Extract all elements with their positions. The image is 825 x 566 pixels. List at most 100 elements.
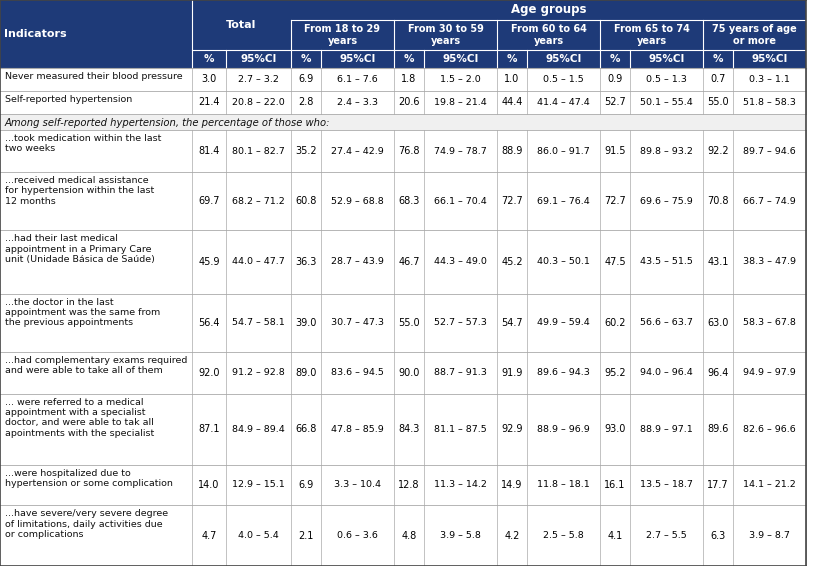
Text: 0.6 – 3.6: 0.6 – 3.6 <box>337 531 378 540</box>
Text: 21.4: 21.4 <box>198 97 219 107</box>
Text: 88.7 – 91.3: 88.7 – 91.3 <box>434 368 487 378</box>
Text: 44.3 – 49.0: 44.3 – 49.0 <box>434 258 487 267</box>
Bar <box>0 114 806 130</box>
Text: 43.5 – 51.5: 43.5 – 51.5 <box>640 258 693 267</box>
Text: 92.0: 92.0 <box>198 368 219 378</box>
Text: 46.7: 46.7 <box>398 257 420 267</box>
Text: 54.7: 54.7 <box>502 318 523 328</box>
Text: 54.7 – 58.1: 54.7 – 58.1 <box>232 318 285 327</box>
Text: 2.1: 2.1 <box>299 530 314 541</box>
Text: 72.7: 72.7 <box>604 196 626 206</box>
Text: 95%CI: 95%CI <box>545 54 582 64</box>
Text: 12.9 – 15.1: 12.9 – 15.1 <box>232 481 285 490</box>
Text: 0.3 – 1.1: 0.3 – 1.1 <box>749 75 790 84</box>
Text: 91.5: 91.5 <box>604 146 625 156</box>
Text: 81.4: 81.4 <box>198 146 219 156</box>
Text: 17.7: 17.7 <box>707 480 728 490</box>
Bar <box>0 91 806 114</box>
Text: %: % <box>301 54 311 64</box>
Text: 14.1 – 21.2: 14.1 – 21.2 <box>743 481 796 490</box>
Text: %: % <box>507 54 517 64</box>
Text: 93.0: 93.0 <box>604 424 625 434</box>
Bar <box>0 394 806 465</box>
Text: 84.3: 84.3 <box>398 424 420 434</box>
Bar <box>0 465 806 505</box>
Text: 51.8 – 58.3: 51.8 – 58.3 <box>743 98 796 107</box>
Text: 4.0 – 5.4: 4.0 – 5.4 <box>238 531 279 540</box>
Text: 55.0: 55.0 <box>398 318 420 328</box>
Text: 40.3 – 50.1: 40.3 – 50.1 <box>537 258 590 267</box>
Bar <box>0 68 806 91</box>
Text: 69.6 – 75.9: 69.6 – 75.9 <box>640 196 693 205</box>
Text: Never measured their blood pressure: Never measured their blood pressure <box>5 72 182 81</box>
Text: 69.7: 69.7 <box>198 196 219 206</box>
Text: 0.5 – 1.5: 0.5 – 1.5 <box>543 75 584 84</box>
Text: 6.3: 6.3 <box>710 530 726 541</box>
Text: 6.9: 6.9 <box>299 480 314 490</box>
Text: 91.9: 91.9 <box>502 368 523 378</box>
Text: 92.2: 92.2 <box>707 146 728 156</box>
Text: ... were referred to a medical
appointment with a specialist
doctor, and were ab: ... were referred to a medical appointme… <box>5 398 154 438</box>
Text: 0.7: 0.7 <box>710 74 726 84</box>
Text: 3.3 – 10.4: 3.3 – 10.4 <box>334 481 381 490</box>
Text: 74.9 – 78.7: 74.9 – 78.7 <box>434 147 487 156</box>
Text: 72.7: 72.7 <box>501 196 523 206</box>
Text: 94.9 – 97.9: 94.9 – 97.9 <box>743 368 796 378</box>
Text: From 18 to 29
years: From 18 to 29 years <box>304 24 380 46</box>
Text: 87.1: 87.1 <box>198 424 219 434</box>
Text: 66.7 – 74.9: 66.7 – 74.9 <box>743 196 796 205</box>
Text: ...took medication within the last
two weeks: ...took medication within the last two w… <box>5 134 162 153</box>
Text: %: % <box>713 54 724 64</box>
Text: 3.9 – 8.7: 3.9 – 8.7 <box>749 531 790 540</box>
Text: 4.8: 4.8 <box>402 530 417 541</box>
Text: 28.7 – 43.9: 28.7 – 43.9 <box>331 258 384 267</box>
Text: 45.9: 45.9 <box>198 257 219 267</box>
Text: 60.8: 60.8 <box>295 196 317 206</box>
Text: 69.1 – 76.4: 69.1 – 76.4 <box>537 196 590 205</box>
Text: 4.1: 4.1 <box>607 530 623 541</box>
Text: %: % <box>403 54 414 64</box>
Text: 39.0: 39.0 <box>295 318 317 328</box>
Text: ...have severe/very severe degree
of limitations, daily activities due
or compli: ...have severe/very severe degree of lim… <box>5 509 168 539</box>
Text: 68.2 – 71.2: 68.2 – 71.2 <box>232 196 285 205</box>
Text: 81.1 – 87.5: 81.1 – 87.5 <box>434 424 487 434</box>
Text: 36.3: 36.3 <box>295 257 317 267</box>
Text: 1.8: 1.8 <box>402 74 417 84</box>
Text: 6.9: 6.9 <box>299 74 314 84</box>
Text: 60.2: 60.2 <box>604 318 625 328</box>
Text: 2.4 – 3.3: 2.4 – 3.3 <box>337 98 378 107</box>
Text: 76.8: 76.8 <box>398 146 420 156</box>
Text: 11.8 – 18.1: 11.8 – 18.1 <box>537 481 590 490</box>
Text: Age groups: Age groups <box>511 3 587 16</box>
Text: 89.6: 89.6 <box>707 424 728 434</box>
Text: From 65 to 74
years: From 65 to 74 years <box>614 24 690 46</box>
Bar <box>0 230 806 294</box>
Text: 90.0: 90.0 <box>398 368 420 378</box>
Text: 2.7 – 3.2: 2.7 – 3.2 <box>238 75 279 84</box>
Text: 20.6: 20.6 <box>398 97 420 107</box>
Text: 13.5 – 18.7: 13.5 – 18.7 <box>640 481 693 490</box>
Text: 11.3 – 14.2: 11.3 – 14.2 <box>434 481 487 490</box>
Text: 63.0: 63.0 <box>707 318 728 328</box>
Text: 95.2: 95.2 <box>604 368 626 378</box>
Text: 88.9 – 97.1: 88.9 – 97.1 <box>640 424 693 434</box>
Text: 2.8: 2.8 <box>299 97 314 107</box>
Text: 27.4 – 42.9: 27.4 – 42.9 <box>331 147 384 156</box>
Text: %: % <box>610 54 620 64</box>
Text: 80.1 – 82.7: 80.1 – 82.7 <box>232 147 285 156</box>
Text: 3.9 – 5.8: 3.9 – 5.8 <box>440 531 481 540</box>
Text: 84.9 – 89.4: 84.9 – 89.4 <box>232 424 285 434</box>
Text: 88.9: 88.9 <box>502 146 523 156</box>
Text: 75 years of age
or more: 75 years of age or more <box>712 24 797 46</box>
Text: 86.0 – 91.7: 86.0 – 91.7 <box>537 147 590 156</box>
Text: 1.0: 1.0 <box>504 74 520 84</box>
Text: 2.7 – 5.5: 2.7 – 5.5 <box>646 531 687 540</box>
Text: 2.5 – 5.8: 2.5 – 5.8 <box>543 531 584 540</box>
Text: 14.9: 14.9 <box>502 480 523 490</box>
Text: 44.0 – 47.7: 44.0 – 47.7 <box>232 258 285 267</box>
Text: 16.1: 16.1 <box>604 480 625 490</box>
Text: 83.6 – 94.5: 83.6 – 94.5 <box>331 368 384 378</box>
Bar <box>0 352 806 394</box>
Text: 6.1 – 7.6: 6.1 – 7.6 <box>337 75 378 84</box>
Text: 82.6 – 96.6: 82.6 – 96.6 <box>743 424 796 434</box>
